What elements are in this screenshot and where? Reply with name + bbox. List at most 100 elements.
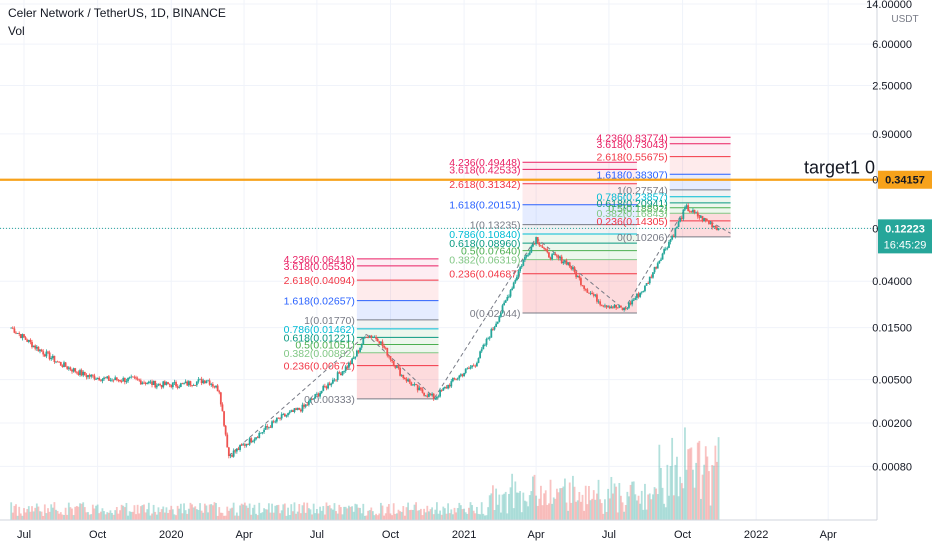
candle-body — [488, 337, 491, 339]
candle-body — [559, 256, 562, 259]
candle-body — [303, 404, 305, 407]
volume-bar — [88, 514, 91, 520]
candle-body — [189, 381, 192, 386]
volume-bar — [346, 508, 349, 520]
candle-body — [434, 398, 437, 399]
volume-bar — [367, 510, 369, 520]
volume-bar — [61, 514, 64, 520]
volume-bar — [128, 511, 131, 520]
candle-body — [287, 413, 289, 416]
candle-body — [371, 337, 374, 339]
candle-body — [202, 380, 205, 384]
candle-body — [640, 291, 643, 293]
candle-body — [411, 384, 414, 386]
candle-body — [261, 431, 264, 433]
candle-body — [192, 385, 195, 386]
volume-bar — [703, 464, 706, 520]
volume-bar — [717, 437, 720, 520]
candle-body — [351, 358, 353, 365]
volume-bar — [632, 481, 635, 520]
volume-bar — [146, 509, 149, 520]
volume-bar — [599, 499, 602, 520]
candle-body — [19, 334, 22, 339]
candle-body — [328, 383, 331, 386]
candle-body — [123, 378, 126, 383]
candle-body — [152, 380, 155, 386]
volume-bar — [508, 493, 510, 520]
candle-body — [383, 345, 385, 348]
candle-body — [661, 253, 664, 260]
candle-body — [247, 443, 249, 445]
fib-level-label: 2.618(0.55675) — [597, 152, 668, 164]
volume-bar — [421, 515, 424, 520]
fib-level-label: 0(0.00333) — [304, 394, 355, 406]
volume-bar — [556, 488, 558, 520]
volume-bar — [626, 491, 629, 520]
candle-body — [32, 345, 35, 348]
candle-body — [394, 365, 397, 368]
trend-line — [434, 237, 537, 399]
candle-body — [504, 300, 507, 303]
volume-bar — [296, 511, 299, 520]
candle-body — [285, 415, 288, 417]
volume-bar — [434, 509, 437, 520]
volume-bar — [634, 494, 637, 520]
fib-level-label: 0.382(0.06319) — [449, 255, 520, 267]
price-series — [10, 203, 720, 459]
fib-zone — [356, 300, 439, 320]
volume-bar — [714, 445, 717, 520]
volume-bar — [187, 508, 190, 520]
volume-bar — [528, 495, 531, 520]
volume-bar — [519, 491, 522, 520]
volume-bar — [701, 474, 704, 520]
candle-body — [138, 379, 141, 381]
volume-bar — [202, 512, 205, 520]
fib-zone — [522, 183, 637, 205]
candle-body — [391, 359, 393, 362]
candle-body — [395, 366, 398, 368]
volume-bar — [106, 512, 109, 520]
candle-body — [115, 377, 118, 380]
candle-body — [463, 373, 466, 376]
volume-bar — [492, 485, 494, 520]
candle-body — [506, 297, 509, 301]
candle-body — [69, 367, 72, 370]
candle-body — [56, 361, 59, 363]
candle-body — [549, 257, 552, 260]
candle-body — [125, 381, 128, 383]
candle-body — [368, 335, 371, 338]
volume-bar — [255, 513, 257, 520]
volume-bar — [136, 504, 139, 520]
volume-bar — [538, 498, 541, 520]
candle-body — [99, 380, 102, 382]
candle-body — [136, 378, 139, 380]
candle-body — [277, 417, 280, 419]
volume-bar — [179, 503, 182, 520]
volume-bar — [13, 505, 16, 520]
volume-bar — [133, 505, 136, 520]
volume-bar — [640, 490, 643, 520]
candle-body — [101, 379, 104, 382]
candle-body — [251, 441, 254, 443]
candle-body — [96, 377, 99, 380]
candle-body — [339, 373, 342, 376]
candle-body — [160, 385, 163, 388]
volume-bar — [557, 492, 560, 520]
candle-body — [656, 263, 659, 269]
candle-body — [452, 378, 454, 382]
volume-bar — [511, 473, 514, 520]
volume-bar — [29, 511, 32, 520]
last-price-badge-text: 0.12223 — [885, 223, 925, 235]
volume-bar — [429, 509, 432, 520]
candle-body — [154, 380, 157, 388]
volume-bar — [648, 493, 651, 520]
candle-body — [399, 367, 401, 376]
candle-body — [645, 283, 648, 286]
volume-bar — [708, 471, 710, 520]
fib-zone — [669, 207, 731, 214]
candle-body — [658, 260, 661, 264]
volume-bar — [59, 512, 62, 520]
candle-body — [572, 267, 574, 270]
